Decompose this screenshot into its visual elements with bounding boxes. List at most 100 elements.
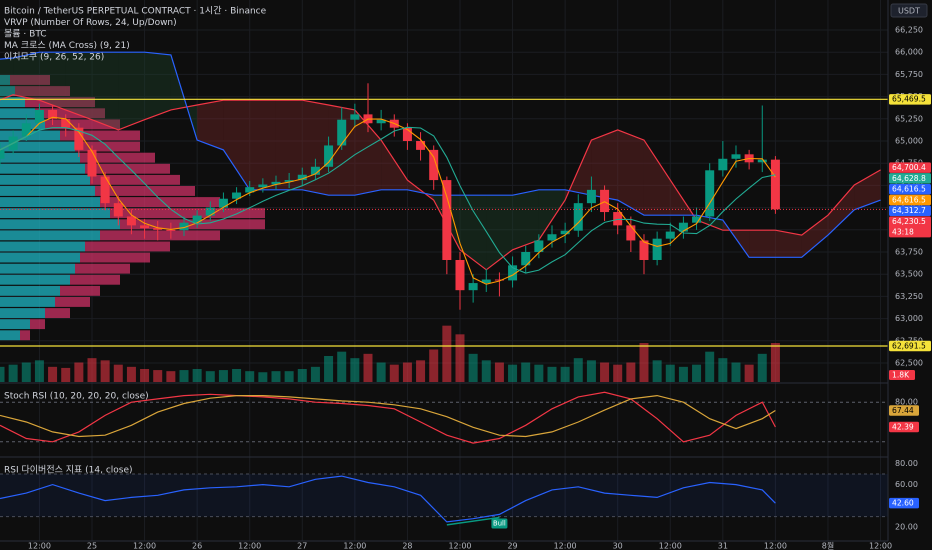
volume-bar [166, 371, 176, 382]
volume-bar [258, 372, 268, 382]
profile-down [60, 285, 100, 296]
profile-up [0, 308, 45, 318]
volume [0, 325, 780, 382]
candle-body [34, 109, 44, 124]
unit-box [890, 3, 928, 18]
volume-bar [560, 366, 570, 382]
profile-up [0, 330, 20, 341]
candle-body [61, 118, 71, 128]
volume-badge [889, 370, 915, 380]
cloud-segment [144, 52, 171, 120]
candle-body [652, 238, 662, 260]
volume-bar [402, 362, 412, 382]
volume-bar [731, 362, 741, 382]
candle-body [455, 259, 465, 291]
volume-bar [87, 358, 97, 382]
cloud-segment [223, 100, 250, 190]
volume-bar [140, 369, 150, 382]
price-badge-label: 43:18 [892, 227, 914, 236]
ichimoku-line [0, 94, 881, 271]
cloud-segment [354, 109, 382, 196]
volume-bar [21, 362, 31, 382]
ichimoku-cloud [0, 52, 881, 270]
price-badge [889, 94, 931, 105]
cloud-segment [275, 100, 303, 190]
price-axis [888, 0, 932, 550]
volume-bar [179, 370, 189, 382]
ichimoku-line [0, 51, 881, 258]
volume-bar [613, 364, 623, 382]
y-tick-label: 80.00 [895, 398, 918, 407]
candle-body [324, 145, 334, 167]
volume-profile [0, 75, 265, 341]
profile-down [90, 174, 180, 185]
profile-down [100, 197, 220, 208]
candle-body [113, 203, 123, 217]
candle-body [271, 181, 281, 185]
candle-body [639, 240, 649, 260]
x-tick-label: 12:00 [28, 542, 51, 550]
cloud-segment [39, 52, 66, 110]
profile-down [15, 86, 70, 97]
stoch-line [0, 391, 776, 444]
profile-up [0, 285, 60, 296]
volume-bar [0, 366, 5, 382]
volume-bar [600, 362, 610, 382]
indicator-label: VRVP (Number Of Rows, 24, Up/Down) [4, 18, 177, 28]
candle-body [613, 212, 623, 226]
volume-bar [481, 360, 491, 382]
candle-body [284, 180, 294, 182]
y-tick-label: 63,750 [895, 248, 923, 257]
profile-up [0, 197, 100, 208]
profile-up [0, 174, 90, 185]
pane-title: RSI 다이버전스 지표 (14, close) [4, 465, 133, 476]
volume-bar [508, 364, 518, 382]
stoch-line [0, 394, 776, 438]
rsi-band [0, 473, 888, 517]
volume-bar [74, 362, 84, 382]
cloud-segment [302, 100, 329, 196]
price-badge [889, 183, 931, 195]
profile-up [0, 241, 85, 252]
price-badge [889, 173, 931, 184]
volume-bar [297, 369, 307, 382]
value-badge-label: 42.60 [892, 498, 914, 507]
candle-body [74, 127, 84, 150]
volume-bar [639, 343, 649, 382]
value-badge [889, 497, 919, 509]
price-badge [889, 194, 931, 206]
candle-body [337, 119, 347, 146]
candle-body [192, 215, 202, 223]
candle-body [600, 189, 610, 213]
volume-bar [494, 362, 504, 382]
volume-bar [521, 362, 531, 382]
cloud-segment [486, 195, 513, 270]
x-tick-label: 12:00 [133, 542, 156, 550]
candle-body [153, 228, 163, 230]
cloud-segment [459, 195, 487, 270]
volume-bar [416, 360, 426, 382]
cloud-segment [197, 100, 224, 150]
candle-body [310, 166, 320, 175]
profile-up [0, 141, 75, 152]
volume-bar [678, 366, 688, 382]
x-tick-label: 12:00 [238, 542, 261, 550]
volume-bar [218, 370, 228, 382]
profile-down [45, 119, 120, 130]
profile-down [55, 297, 90, 307]
candle-body [100, 176, 110, 204]
value-badge [889, 405, 919, 416]
volume-bar [271, 371, 281, 382]
candle-body [692, 216, 702, 223]
volume-bar [586, 360, 596, 382]
x-tick-label: 12:00 [343, 542, 366, 550]
volume-bar [665, 364, 675, 382]
price-badge-label: 64,616.5 [892, 195, 926, 204]
profile-down [10, 75, 50, 85]
profile-down [45, 308, 70, 318]
profile-up [0, 86, 15, 97]
candle-body [705, 170, 715, 217]
candle-body [416, 141, 426, 150]
